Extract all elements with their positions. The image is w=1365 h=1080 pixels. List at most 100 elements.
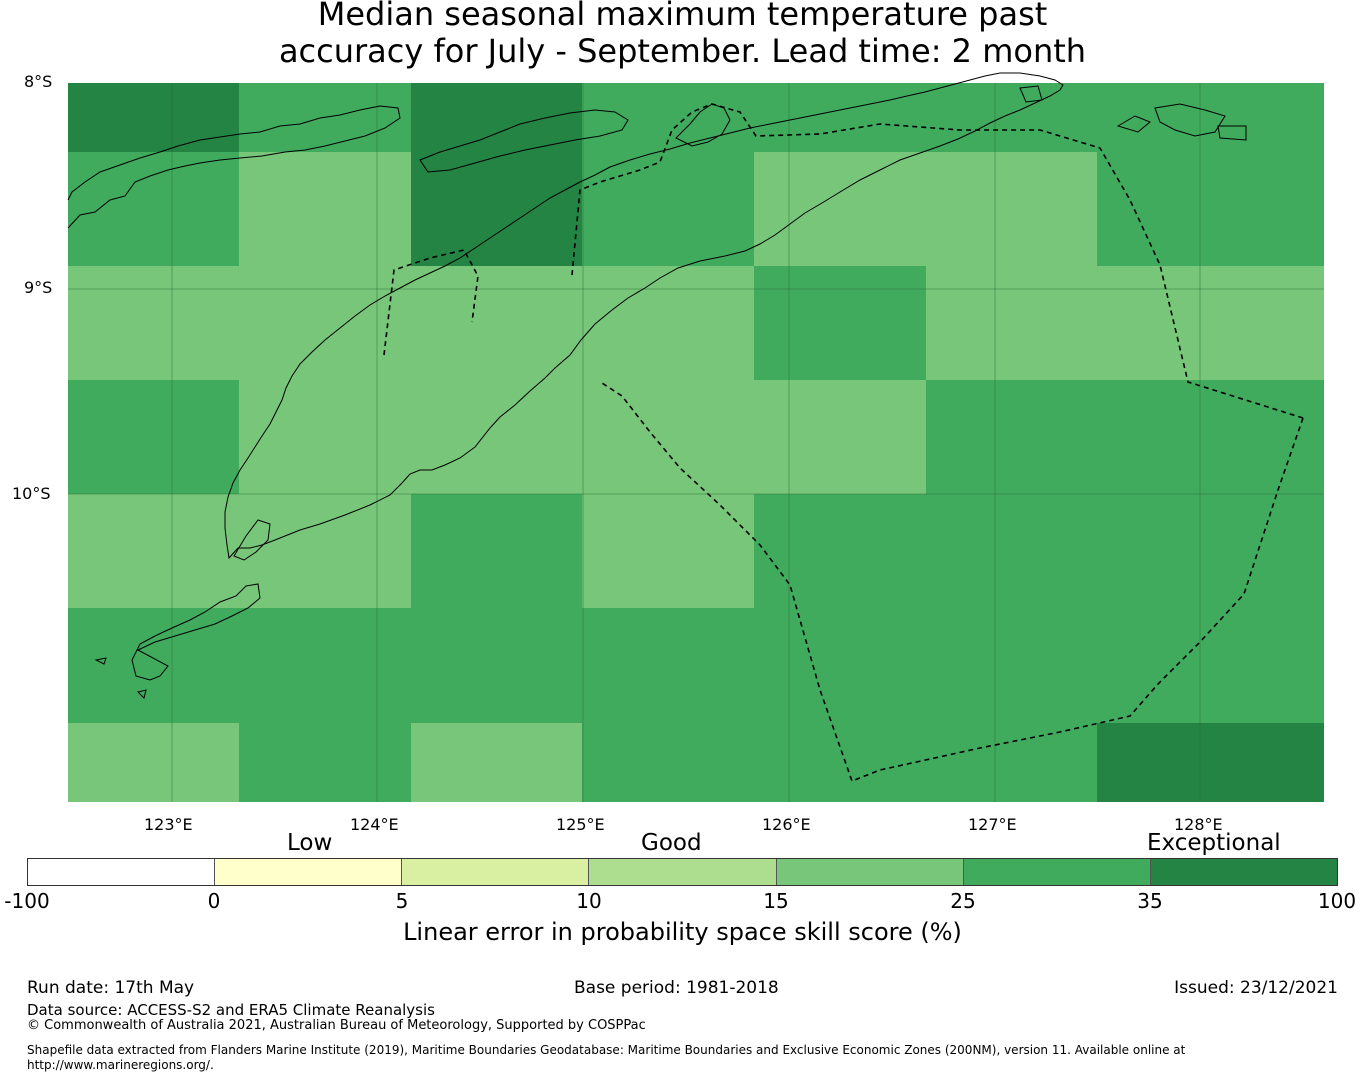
grid-cell [926, 494, 1097, 608]
title-line-2: accuracy for July - September. Lead time… [278, 32, 1087, 70]
grid-cell [411, 380, 582, 494]
coastline-north-small-4 [1217, 125, 1247, 141]
grid-cell [754, 723, 926, 802]
lon-label-127e: 127°E [968, 815, 1017, 834]
lon-label-125e: 125°E [556, 815, 605, 834]
colorbar-tick: 10 [576, 889, 602, 913]
grid-cell [926, 723, 1097, 802]
grid-cell [239, 152, 411, 266]
grid-cell [754, 152, 926, 266]
colorbar [27, 858, 1338, 886]
lon-label-128e: 128°E [1174, 815, 1223, 834]
grid-cell [926, 152, 1097, 266]
colorbar-label: Linear error in probability space skill … [403, 918, 962, 946]
colorbar-tick: 35 [1137, 889, 1163, 913]
grid-cell [754, 494, 926, 608]
grid-cell [411, 83, 582, 152]
lon-label-123e: 123°E [144, 815, 193, 834]
grid-cell [411, 608, 582, 723]
grid-cell [582, 380, 754, 494]
colorbar-tick: 15 [763, 889, 789, 913]
colorbar-segment [215, 859, 403, 885]
colorbar-segment [28, 859, 216, 885]
grid-cell [754, 83, 926, 152]
issued-date: Issued: 23/12/2021 [1174, 978, 1338, 998]
eez-boundary-south [601, 382, 1304, 783]
coastline-semau [233, 519, 271, 561]
grid-cell [68, 723, 239, 802]
grid-cell [1097, 494, 1324, 608]
colorbar-tick: 0 [207, 889, 221, 913]
colorbar-tick: 100 [1317, 889, 1357, 913]
coastline-alor [419, 109, 629, 173]
grid-cell [926, 608, 1097, 723]
coastline-north-small-2 [1116, 115, 1151, 133]
coastline-timor [224, 72, 1064, 560]
data-source: Data source: ACCESS-S2 and ERA5 Climate … [27, 1001, 435, 1019]
coastline-north-small-1 [1019, 85, 1043, 103]
coastline-wetar [675, 103, 731, 147]
shapefile-credit-line-1: Shapefile data extracted from Flanders M… [27, 1043, 1186, 1057]
grid-cell [754, 266, 926, 380]
grid-cell [411, 494, 582, 608]
grid-cell [239, 266, 411, 380]
run-date: Run date: 17th May [27, 978, 195, 998]
grid-cell [582, 723, 754, 802]
coastline-north-small-3 [1154, 103, 1226, 137]
grid-cell [582, 266, 754, 380]
grid-cell [1097, 723, 1324, 802]
coastlines [67, 72, 1247, 699]
colorbar-segment [963, 859, 1151, 885]
grid-cell [926, 266, 1097, 380]
grid-cell [1097, 152, 1324, 266]
grid-cell [239, 723, 411, 802]
lon-label-126e: 126°E [762, 815, 811, 834]
colorbar-segment [776, 859, 964, 885]
legend-category-low: Low [287, 830, 333, 856]
skill-score-map [67, 72, 1324, 802]
grid-cell [68, 266, 239, 380]
grid-cell [754, 380, 926, 494]
grid-cells [68, 83, 1324, 802]
lat-label-10s: 10°S [12, 484, 51, 503]
grid-cell [1097, 266, 1324, 380]
copyright: © Commonwealth of Australia 2021, Austra… [27, 1018, 646, 1033]
coastline-small-islet-2 [137, 689, 147, 699]
grid-cell [582, 152, 754, 266]
colorbar-tick: 25 [950, 889, 976, 913]
colorbar-tick: -100 [4, 889, 50, 913]
colorbar-segment [589, 859, 777, 885]
grid-cell [68, 380, 239, 494]
gridlines [68, 83, 1324, 802]
shapefile-credit-line-2: http://www.marineregions.org/. [27, 1058, 214, 1072]
grid-cell [411, 152, 582, 266]
grid-cell [1097, 608, 1324, 723]
base-period: Base period: 1981-2018 [574, 978, 779, 998]
map-title: Median seasonal maximum temperature past… [0, 0, 1365, 70]
grid-cell [68, 83, 239, 152]
grid-cell [582, 608, 754, 723]
colorbar-tick: 5 [395, 889, 409, 913]
colorbar-segment [1150, 859, 1337, 885]
legend-category-good: Good [641, 830, 702, 856]
lat-label-8s: 8°S [24, 72, 53, 91]
coastline-flores [67, 105, 401, 229]
grid-cell [239, 380, 411, 494]
coastline-small-islet [94, 657, 107, 665]
eez-boundary-north [571, 103, 1304, 419]
grid-cell [239, 608, 411, 723]
grid-cell [411, 723, 582, 802]
lat-label-9s: 9°S [24, 278, 53, 297]
grid-cell [411, 266, 582, 380]
grid-cell [68, 494, 239, 608]
legend-category-exceptional: Exceptional [1147, 830, 1281, 856]
lon-label-124e: 124°E [350, 815, 399, 834]
grid-cell [239, 494, 411, 608]
grid-cell [1097, 380, 1324, 494]
eez-boundaries [383, 103, 1304, 783]
grid-cell [926, 380, 1097, 494]
grid-cell [754, 608, 926, 723]
grid-cell [1097, 83, 1324, 152]
title-line-1: Median seasonal maximum temperature past [317, 0, 1048, 33]
colorbar-segment [402, 859, 590, 885]
